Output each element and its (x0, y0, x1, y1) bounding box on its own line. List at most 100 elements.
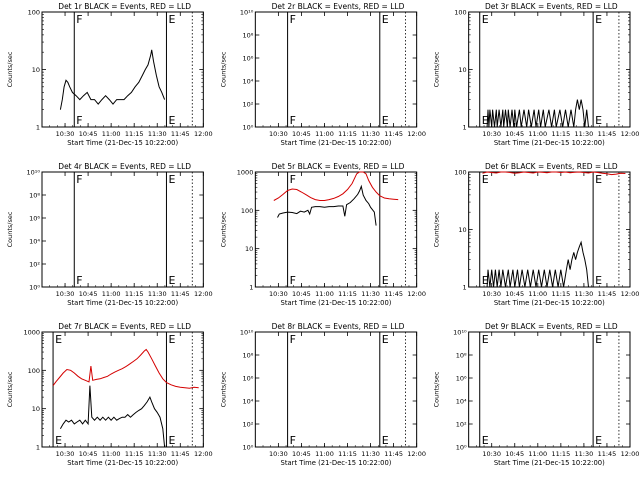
lld-series-line (273, 171, 399, 201)
panel-title: Det 4r BLACK = Events, RED = LLD (58, 162, 191, 171)
y-tick-label: 10 (458, 226, 466, 234)
y-tick-label: 10⁸ (456, 352, 467, 360)
marker-label-top: E (382, 333, 389, 346)
x-tick-label: 11:15 (125, 130, 144, 138)
x-tick-label: 10:45 (79, 450, 98, 458)
y-tick-label: 10⁴ (242, 78, 253, 86)
y-tick-label: 10⁰ (242, 124, 253, 132)
events-series-line (277, 184, 377, 226)
detector-panel: Det 8r BLACK = Events, RED = LLD Counts/s… (219, 322, 426, 467)
x-tick-label: 11:45 (384, 290, 403, 298)
panel-title: Det 1r BLACK = Events, RED = LLD (58, 2, 191, 11)
marker-label-top: E (168, 13, 175, 26)
y-tick-label: 100 (454, 9, 466, 17)
y-tick-label: 10⁶ (456, 375, 467, 383)
marker-label-bottom: E (168, 434, 175, 447)
y-tick-label: 10⁶ (242, 375, 253, 383)
x-tick-label: 11:15 (338, 450, 357, 458)
x-tick-label: 11:30 (575, 130, 594, 138)
x-tick-label: 12:00 (194, 290, 213, 298)
marker-label-top: E (595, 173, 602, 186)
x-tick-label: 11:00 (102, 290, 121, 298)
x-tick-label: 11:45 (598, 130, 617, 138)
x-tick-label: 10:30 (269, 450, 288, 458)
x-tick-label: 12:00 (407, 130, 426, 138)
events-series-line (59, 385, 166, 448)
y-tick-label: 10⁸ (242, 352, 253, 360)
y-tick-label: 10⁸ (29, 192, 40, 200)
x-tick-label: 12:00 (621, 450, 640, 458)
y-axis-label: Counts/sec (219, 211, 227, 247)
y-tick-label: 10¹⁰ (240, 329, 254, 337)
events-series-line (59, 49, 166, 110)
x-tick-label: 10:30 (56, 130, 75, 138)
marker-label-top: F (290, 333, 296, 346)
y-tick-label: 10⁴ (456, 398, 467, 406)
marker-label-top: E (168, 333, 175, 346)
x-tick-label: 11:00 (528, 130, 547, 138)
detector-panel: Det 4r BLACK = Events, RED = LLD Counts/s… (6, 162, 213, 307)
y-tick-label: 10⁰ (29, 284, 40, 292)
x-axis-label: Start Time (21-Dec-15 10:22:00) (494, 139, 605, 147)
marker-label-bottom: F (76, 114, 82, 127)
x-tick-label: 11:15 (551, 290, 570, 298)
y-tick-label: 10¹⁰ (27, 169, 41, 177)
x-tick-label: 11:30 (361, 290, 380, 298)
x-tick-label: 11:30 (361, 450, 380, 458)
marker-label-top: E (482, 173, 489, 186)
x-axis-label: Start Time (21-Dec-15 10:22:00) (281, 139, 392, 147)
x-tick-label: 11:15 (551, 450, 570, 458)
x-tick-label: 10:30 (482, 290, 501, 298)
x-tick-label: 11:00 (102, 450, 121, 458)
y-tick-label: 10⁸ (242, 32, 253, 40)
panel-title: Det 8r BLACK = Events, RED = LLD (272, 322, 405, 331)
marker-label-top: F (76, 173, 82, 186)
y-axis-label: Counts/sec (219, 51, 227, 87)
x-tick-label: 11:30 (575, 450, 594, 458)
x-tick-label: 11:00 (528, 450, 547, 458)
x-tick-label: 10:45 (292, 290, 311, 298)
panel-title: Det 2r BLACK = Events, RED = LLD (272, 2, 405, 11)
y-tick-label: 10⁶ (29, 215, 40, 223)
y-tick-label: 10⁶ (242, 55, 253, 63)
marker-label-bottom: E (482, 434, 489, 447)
y-axis-label: Counts/sec (433, 371, 441, 407)
y-tick-label: 10¹⁰ (453, 329, 467, 337)
x-tick-label: 10:45 (79, 290, 98, 298)
x-tick-label: 11:45 (384, 450, 403, 458)
marker-label-top: F (76, 13, 82, 26)
y-tick-label: 1 (463, 284, 467, 292)
x-tick-label: 11:30 (148, 290, 167, 298)
marker-label-bottom: F (290, 274, 296, 287)
panel-title: Det 7r BLACK = Events, RED = LLD (58, 322, 191, 331)
x-tick-label: 11:30 (361, 130, 380, 138)
panel-title: Det 3r BLACK = Events, RED = LLD (485, 2, 618, 11)
plot-frame (41, 331, 204, 448)
y-tick-label: 10 (245, 245, 253, 253)
x-tick-label: 10:30 (269, 290, 288, 298)
marker-label-bottom: F (290, 114, 296, 127)
x-tick-label: 11:15 (338, 290, 357, 298)
x-axis-label: Start Time (21-Dec-15 10:22:00) (67, 139, 178, 147)
lld-series-line (52, 348, 199, 389)
x-tick-label: 10:30 (56, 290, 75, 298)
y-axis-label: Counts/sec (6, 211, 14, 247)
x-axis-label: Start Time (21-Dec-15 10:22:00) (494, 459, 605, 467)
detector-panel: Det 1r BLACK = Events, RED = LLD Counts/s… (6, 2, 213, 147)
x-tick-label: 11:30 (575, 290, 594, 298)
y-axis-label: Counts/sec (433, 211, 441, 247)
y-tick-label: 1000 (23, 329, 40, 337)
x-tick-label: 11:45 (171, 290, 190, 298)
x-tick-label: 11:00 (315, 450, 334, 458)
marker-label-bottom: E (595, 114, 602, 127)
y-axis-label: Counts/sec (433, 51, 441, 87)
plot-frame (254, 171, 418, 288)
y-tick-label: 10¹⁰ (240, 9, 254, 17)
marker-label-top: E (382, 13, 389, 26)
detector-panel: Det 9r BLACK = Events, RED = LLD Counts/s… (433, 322, 640, 467)
y-tick-label: 100 (28, 9, 40, 17)
x-axis-label: Start Time (21-Dec-15 10:22:00) (281, 459, 392, 467)
x-axis-label: Start Time (21-Dec-15 10:22:00) (281, 299, 392, 307)
panel-title: Det 9r BLACK = Events, RED = LLD (485, 322, 618, 331)
